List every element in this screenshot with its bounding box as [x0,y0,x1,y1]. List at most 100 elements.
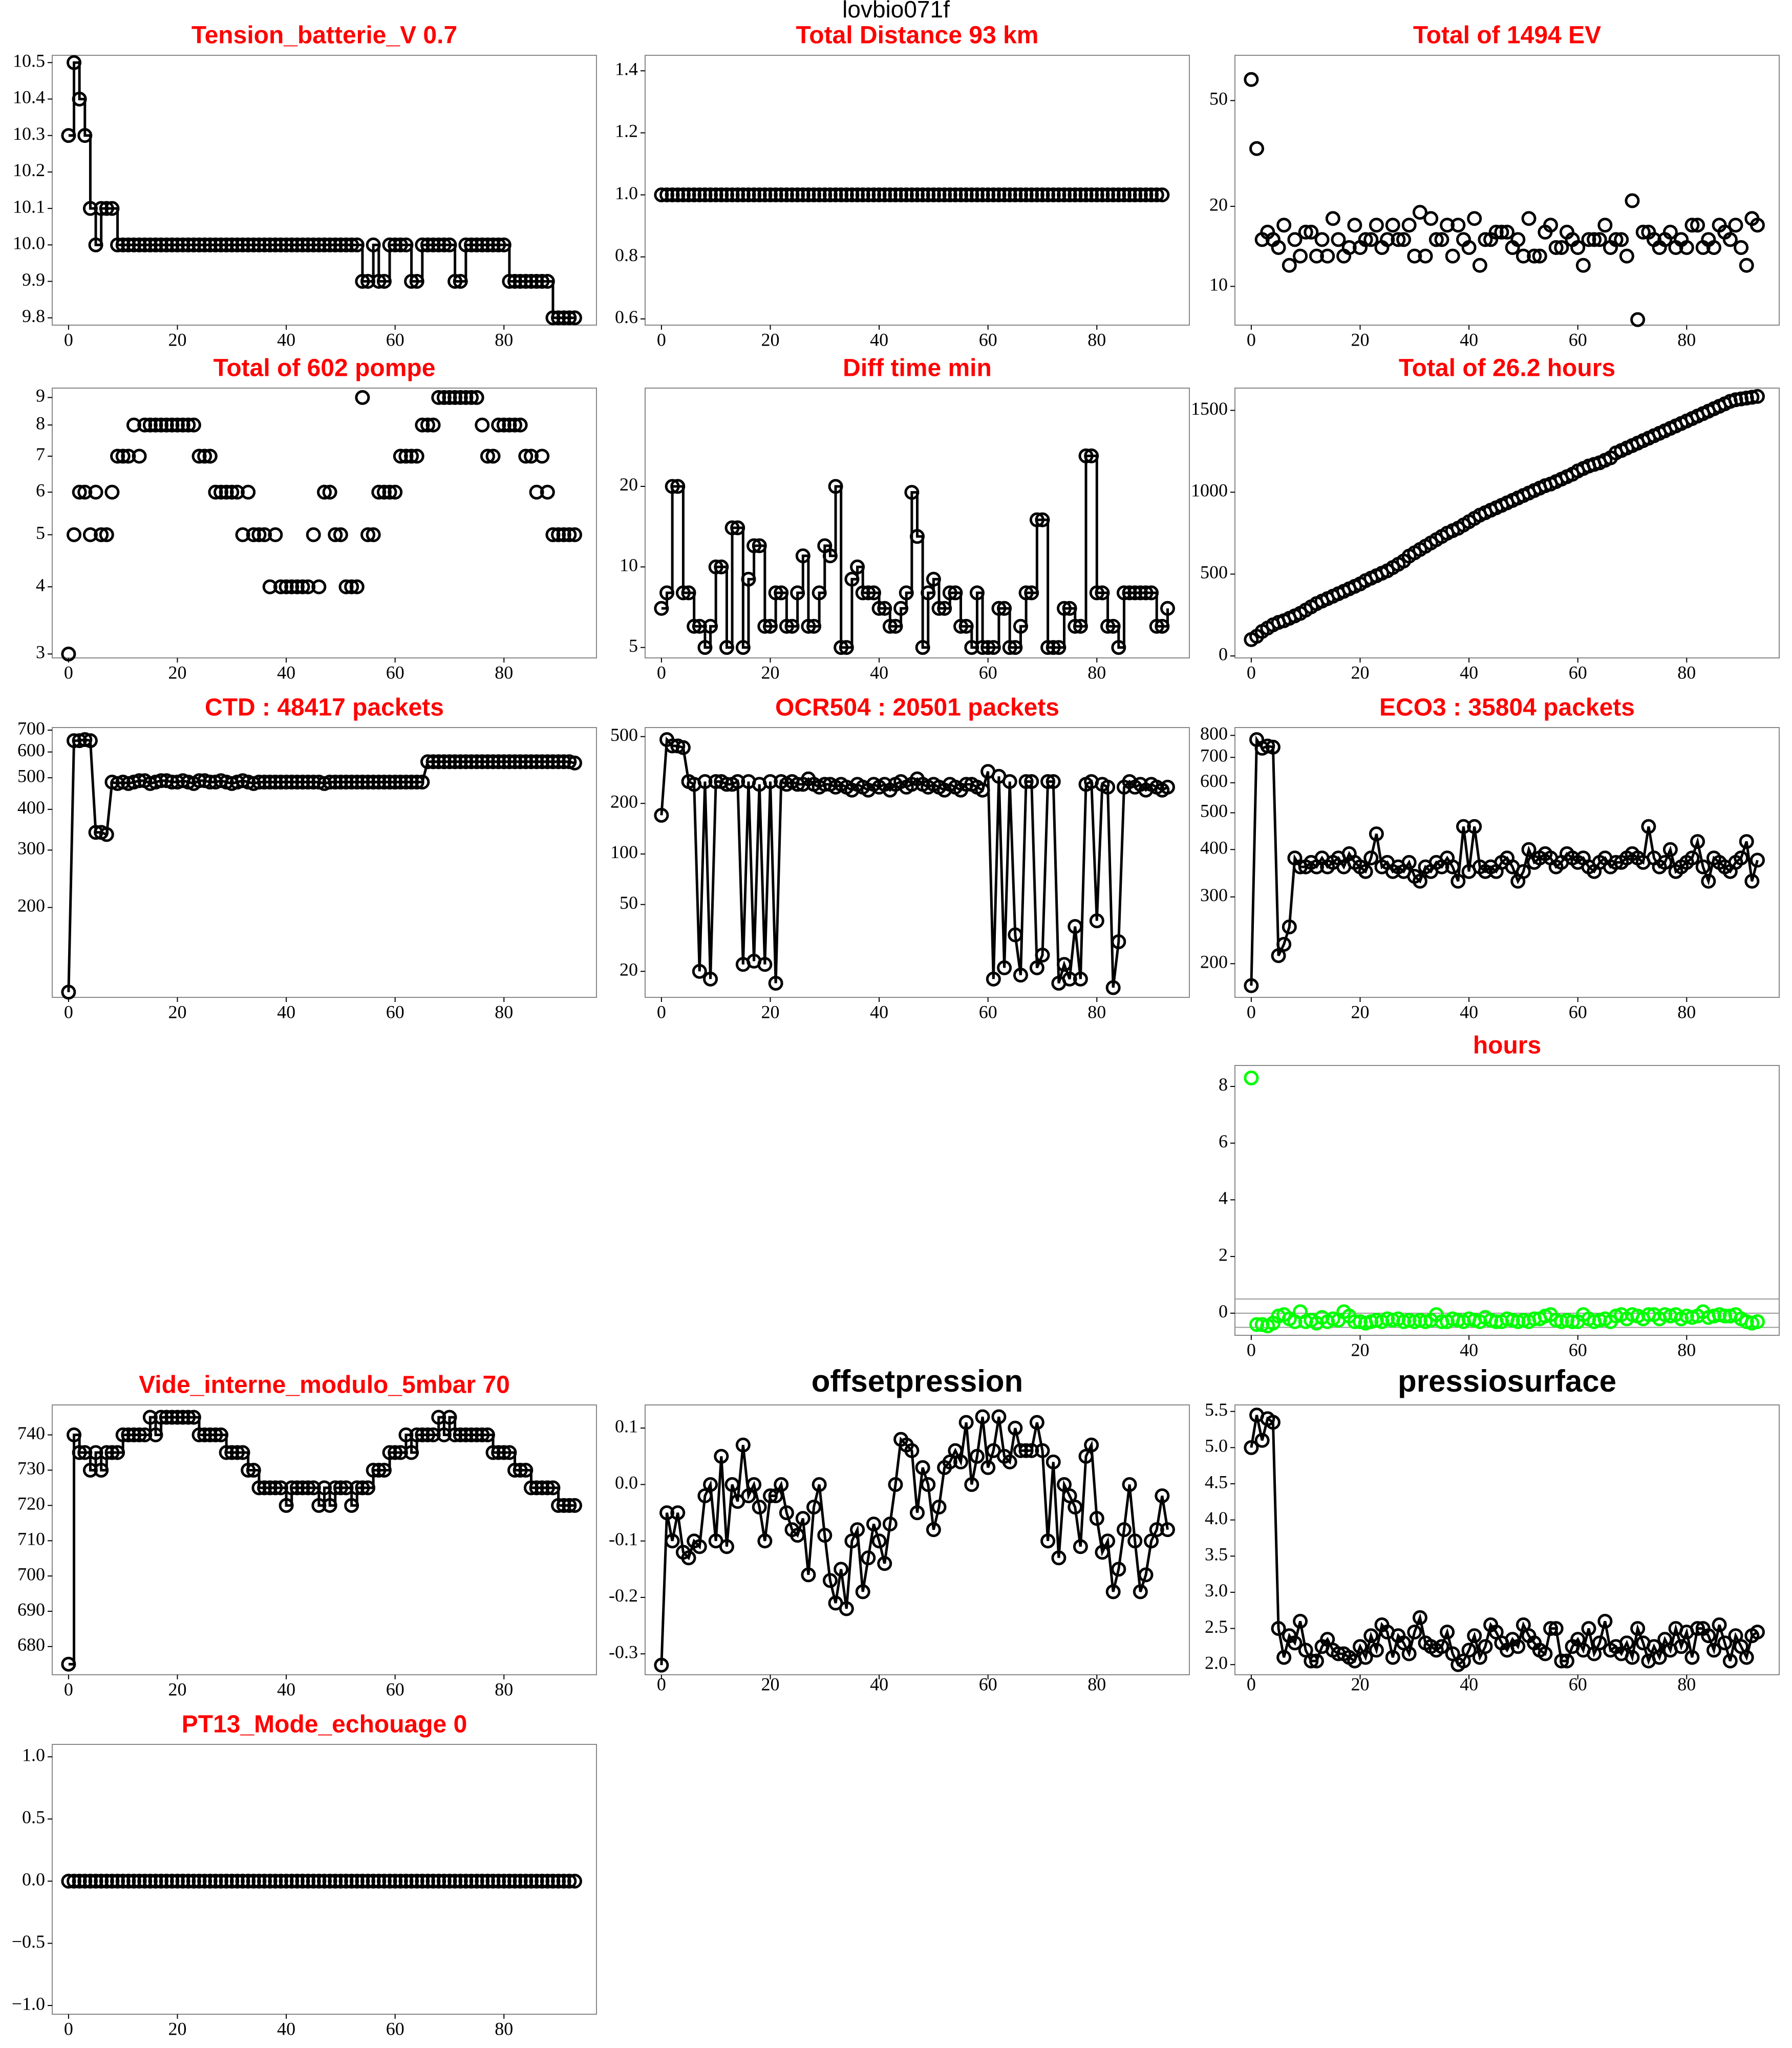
data-point [246,527,261,542]
data-point [1434,1639,1449,1654]
data-point [762,1488,778,1504]
data-point [191,237,207,252]
x-tick-label: 0 [64,662,73,682]
x-tick-label: 40 [277,2018,295,2039]
x-tick-label: 40 [277,1001,295,1022]
data-point [262,1873,278,1889]
y-tick-label: 800 [1200,723,1228,744]
y-tick-label: -0.1 [609,1529,638,1549]
data-point [159,1410,174,1425]
series-line [67,738,575,992]
data-point [349,775,365,790]
x-tick-label: 60 [979,1001,997,1022]
x-tick-label: 20 [168,662,186,682]
data-point [513,274,528,289]
data-point [1407,248,1422,264]
data-point [1029,1415,1044,1430]
x-tick-label: 20 [761,1001,779,1022]
data-point [551,754,566,770]
data-point [241,484,256,500]
data-point [850,1522,865,1538]
y-tick-label: 4 [36,574,45,595]
y-tick-label: 6 [1219,1131,1228,1151]
chart: PT13_Mode_echouage 0 −1.0 −0.5 0.0 0.5 1.0 0 20… [12,1711,597,2039]
data-point [485,754,501,770]
data-point [431,390,446,405]
data-point [567,527,582,542]
data-point [496,1873,511,1889]
data-point [306,237,321,252]
data-point [164,417,180,433]
data-point [110,1445,125,1460]
data-point [1035,1443,1050,1458]
data-point [855,1584,870,1599]
data-point [88,484,103,500]
x-tick-label: 60 [1569,1674,1587,1694]
data-point [88,237,103,252]
x-tick-label: 40 [277,329,295,350]
data-point [229,484,245,500]
data-point [491,417,506,433]
data-point [1046,187,1061,203]
y-tick-label: 1.2 [615,121,638,141]
chart-title: CTD : 48417 packets [205,694,444,721]
data-point [475,1873,490,1889]
data-point [99,1445,114,1460]
data-point [404,775,419,790]
y-tick-label: -0.2 [609,1585,638,1606]
data-point [665,187,680,203]
data-point [464,754,479,770]
data-point [1089,585,1104,601]
data-point [366,237,381,252]
data-point [148,1427,163,1443]
data-point [262,775,278,790]
data-point [1320,248,1335,264]
data-point [126,1873,141,1889]
data-point [529,274,544,289]
series-line [68,61,575,319]
data-point [132,237,147,252]
data-point [551,1873,566,1889]
data-point [1122,1477,1137,1492]
data-point [529,1873,544,1889]
data-point [535,754,550,770]
data-point [404,1873,419,1889]
x-tick-label: 60 [386,662,404,682]
data-point [757,187,773,203]
data-point [409,449,424,464]
data-point [535,449,550,464]
x-tick-label: 40 [1460,662,1478,682]
data-point [333,237,348,252]
data-point [790,585,805,601]
data-point [382,775,397,790]
data-point [1244,978,1259,993]
data-point [110,237,125,252]
data-point [1068,618,1083,634]
data-point [1160,1522,1175,1538]
data-point [502,274,517,289]
data-point [1309,248,1324,264]
data-point [376,1873,392,1889]
data-point [1684,850,1700,866]
data-point [888,187,903,203]
data-point [186,417,201,433]
plot-frame [645,55,1190,326]
data-point [289,1873,305,1889]
data-point [774,585,789,601]
data-point [382,1445,397,1460]
x-tick-label: 0 [657,329,666,350]
data-point [338,1480,354,1496]
data-point [1100,1533,1116,1549]
data-point [349,579,365,594]
data-point [1035,512,1050,527]
plot-frame [645,727,1190,998]
x-tick-label: 0 [1247,1001,1256,1022]
data-point [355,1873,370,1889]
data-point [202,237,218,252]
data-point [562,310,577,326]
data-point [1750,218,1765,233]
data-point [1538,1646,1553,1661]
data-point [1358,232,1373,247]
y-tick-label: 1000 [1191,480,1228,501]
data-point [491,754,506,770]
